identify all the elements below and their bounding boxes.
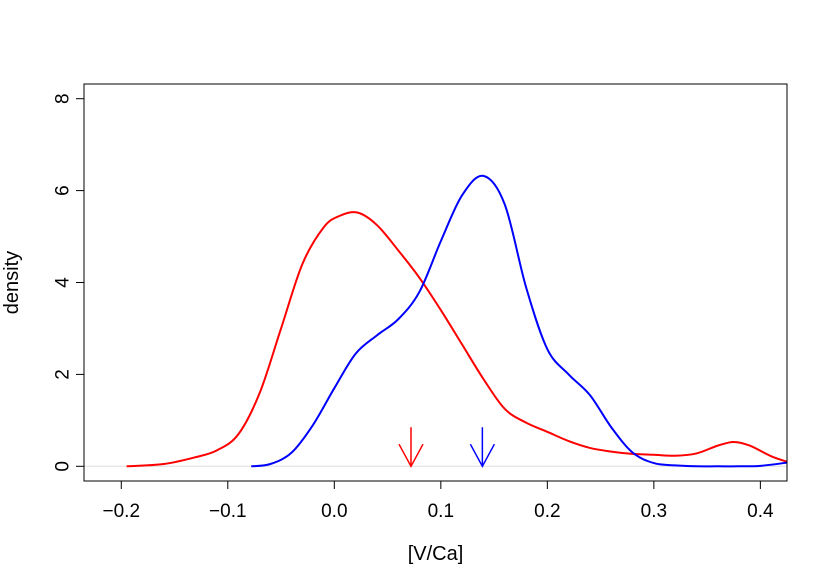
x-tick-label: 0.2 [534, 501, 560, 522]
blue-mean-arrow [469, 427, 496, 468]
x-tick-label: 0.0 [321, 501, 347, 522]
x-tick-label: 0.3 [641, 501, 667, 522]
red-mean-arrow [398, 427, 424, 468]
y-axis-title: density [1, 251, 23, 314]
y-tick-label: 2 [53, 369, 74, 380]
x-tick-label: −0.1 [209, 501, 247, 522]
x-tick-label: 0.4 [747, 501, 774, 522]
y-tick-label: 8 [53, 93, 74, 104]
x-axis-title: [V/Ca] [408, 543, 464, 565]
marker-layer [398, 427, 496, 468]
y-tick-label: 6 [53, 185, 74, 196]
y-axis: 0 2 4 6 8 [53, 93, 85, 472]
y-tick-label: 4 [53, 277, 74, 288]
x-axis: −0.2 −0.1 0.0 0.1 0.2 0.3 0.4 [103, 480, 774, 522]
series-layer [126, 174, 787, 468]
x-tick-label: 0.1 [428, 501, 454, 522]
y-tick-label: 0 [53, 461, 74, 472]
series-line-blue [251, 174, 787, 468]
x-tick-label: −0.2 [103, 501, 141, 522]
plot-frame [83, 83, 788, 482]
series-line-red [126, 211, 787, 468]
